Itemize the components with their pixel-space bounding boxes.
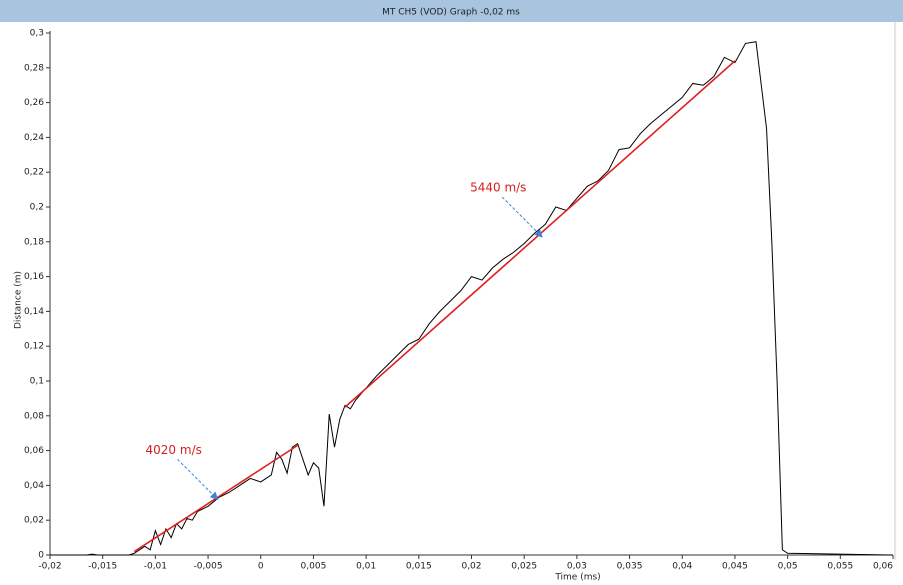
chart-title: MT CH5 (VOD) Graph -0,02 ms [382, 8, 520, 18]
y-tick-label: 0,22 [24, 168, 44, 178]
x-tick-label: 0,005 [301, 562, 327, 572]
y-tick-label: 0,3 [30, 29, 44, 39]
y-axis-label: Distance (m) [14, 271, 24, 329]
x-tick-label: 0,04 [672, 562, 692, 572]
x-tick-label: 0 [258, 562, 264, 572]
x-tick-label: -0,015 [88, 562, 117, 572]
y-tick-label: 0,04 [24, 481, 44, 491]
annotation-arrow [501, 196, 543, 238]
x-tick-label: 0,06 [873, 562, 893, 572]
annotation: 4020 m/s [146, 443, 202, 457]
y-tick-label: 0,14 [24, 307, 44, 317]
x-axis-label: Time (ms) [554, 573, 600, 583]
x-tick-label: -0,01 [144, 562, 167, 572]
y-tick-label: 0,28 [24, 63, 44, 73]
x-tick-label: 0,01 [356, 562, 376, 572]
x-tick-label: -0,02 [38, 562, 61, 572]
annotation-arrow [177, 458, 219, 501]
x-tick-label: 0,015 [406, 562, 432, 572]
y-tick-label: 0,08 [24, 411, 44, 421]
x-tick-label: -0,005 [194, 562, 223, 572]
y-tick-label: 0,18 [24, 237, 44, 247]
x-tick-label: 0,02 [461, 562, 481, 572]
x-tick-label: 0,045 [722, 562, 748, 572]
y-tick-label: 0,12 [24, 342, 44, 352]
data-line [50, 41, 894, 556]
y-tick-label: 0,26 [24, 98, 44, 108]
x-tick-label: 0,03 [567, 562, 587, 572]
fit-line [133, 444, 299, 553]
y-tick-label: 0,06 [24, 446, 44, 456]
y-tick-label: 0,16 [24, 272, 44, 282]
y-tick-label: 0,1 [30, 377, 44, 387]
title-bar [0, 0, 903, 22]
x-tick-label: 0,05 [778, 562, 798, 572]
annotation: 5440 m/s [470, 180, 526, 194]
x-tick-label: 0,025 [511, 562, 537, 572]
x-tick-label: 0,055 [827, 562, 853, 572]
y-tick-label: 0 [38, 551, 44, 561]
fit-line [344, 60, 736, 408]
y-tick-label: 0,2 [30, 203, 44, 213]
y-tick-label: 0,02 [24, 516, 44, 526]
y-tick-label: 0,24 [24, 133, 44, 143]
x-tick-label: 0,035 [617, 562, 643, 572]
